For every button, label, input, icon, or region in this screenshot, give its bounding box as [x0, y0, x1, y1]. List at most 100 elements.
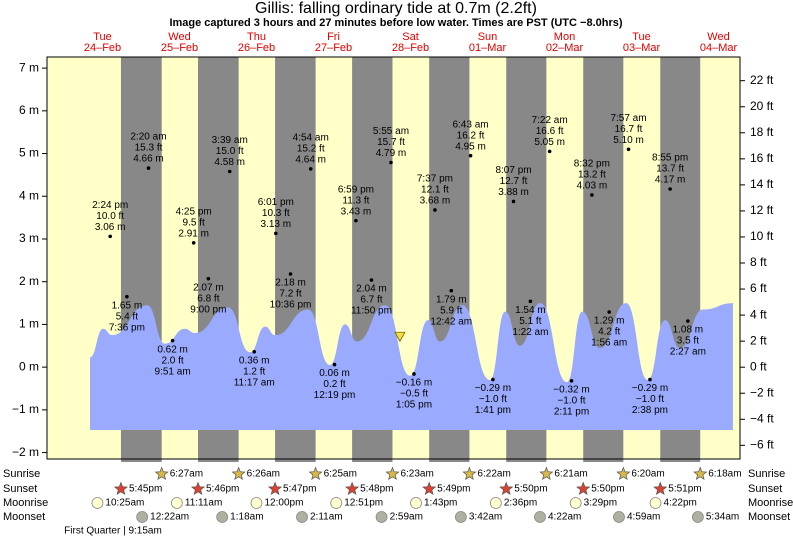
tide-height-m: 3.43 m [341, 206, 372, 217]
tide-dot [648, 377, 652, 382]
tide-height-m: −0.29 m [475, 383, 511, 394]
sunset-time: 5:49pm [437, 484, 470, 495]
sunrise-icon [308, 466, 323, 481]
tide-time: 2:38 pm [632, 405, 668, 416]
tide-height-ft: −1.0 ft [636, 394, 664, 405]
y-tick-label: 2 m [19, 274, 39, 288]
tide-height-ft: 12.7 ft [500, 176, 528, 187]
tide-height-m: −0.29 m [632, 383, 668, 394]
tide-time: 6:43 am [452, 119, 488, 130]
sunset-icon [499, 481, 514, 496]
moonrise-time: 12:00pm [265, 498, 304, 509]
moonset-icon [534, 511, 546, 523]
tide-height-ft: 13.7 ft [656, 164, 684, 175]
tide-dot [288, 272, 293, 276]
tide-time: 12:42 am [430, 316, 472, 327]
tide-dot [146, 166, 151, 170]
tide-dot [491, 377, 495, 382]
sunset-icon [422, 481, 437, 496]
tide-height-m: 4.17 m [655, 175, 686, 186]
sunrise-icon [154, 466, 169, 481]
tide-dot [170, 338, 175, 343]
tide-dot [332, 362, 337, 367]
moonset-time: 2:11am [310, 512, 343, 523]
y2-tick-label: 0 ft [750, 359, 767, 373]
tide-height-m: 2.07 m [193, 282, 224, 293]
row-label-right: Moonset [748, 511, 790, 523]
tide-time: 2:20 am [130, 132, 166, 143]
moonset-time: 4:59am [627, 512, 660, 523]
day-date: 27‒Feb [315, 42, 352, 54]
tide-height-ft: 15.2 ft [297, 144, 325, 155]
y-tick-label: 1 m [19, 317, 39, 331]
tide-height-m: 2.04 m [356, 284, 387, 295]
day-date: 03‒Mar [623, 42, 661, 54]
sunrise-icon [385, 466, 400, 481]
sunrise-icon [693, 466, 708, 481]
sunrise-time: 6:23am [400, 469, 433, 480]
day-weekday: Mon [554, 31, 575, 43]
tide-dot [252, 349, 257, 354]
sunrise-time: 6:18am [708, 469, 741, 480]
tide-dot [191, 241, 196, 245]
sunset-icon [576, 481, 591, 496]
day-date: 28‒Feb [392, 42, 429, 54]
tide-height-m: −0.16 m [396, 378, 432, 389]
sunrise-icon [462, 466, 477, 481]
tide-height-ft: −0.5 ft [400, 389, 428, 400]
tide-height-ft: 9.5 ft [183, 217, 205, 228]
day-date: 04‒Mar [700, 42, 738, 54]
y2-tick-label: 8 ft [750, 255, 767, 269]
moonrise-icon [489, 497, 502, 509]
tide-height-ft: 0.2 ft [323, 379, 345, 390]
y-tick-label: 0 m [19, 359, 39, 373]
y2-tick-label: 12 ft [750, 203, 774, 217]
moonrise-time: 4:22pm [664, 498, 697, 509]
day-weekday: Tue [93, 31, 112, 43]
sunset-time: 5:47pm [283, 484, 316, 495]
y2-tick-label: −4 ft [750, 411, 774, 425]
tide-height-ft: 11.3 ft [342, 195, 369, 206]
tide-dot [354, 218, 358, 223]
day-date: 26‒Feb [238, 42, 275, 54]
y-tick-label: 7 m [19, 60, 39, 74]
tide-height-m: 5.05 m [534, 137, 565, 148]
tide-time: 10:36 pm [270, 300, 312, 311]
tide-height-m: 0.62 m [157, 344, 188, 355]
moonrise-icon [170, 497, 183, 509]
sunrise-icon [539, 466, 554, 481]
moonset-time: 12:22am [150, 512, 189, 523]
row-label-right: Sunset [748, 483, 782, 495]
tide-dot [449, 288, 454, 293]
tide-height-m: 0.36 m [239, 355, 270, 366]
day-date: 25‒Feb [161, 42, 198, 54]
tide-time: 11:17 am [234, 377, 275, 388]
tide-time: 3:39 am [212, 135, 248, 146]
y2-tick-label: 20 ft [750, 99, 774, 113]
moonset-time: 2:59am [390, 512, 423, 523]
tide-dot [511, 199, 516, 204]
tide-time: 2:27 am [670, 347, 706, 358]
day-weekday: Tue [632, 31, 651, 43]
tide-dot [433, 208, 437, 212]
tide-height-ft: 1.2 ft [243, 366, 265, 377]
sunrise-time: 6:27am [170, 469, 203, 480]
y2-tick-label: −6 ft [750, 437, 774, 451]
tide-height-ft: 13.2 ft [578, 170, 606, 181]
tide-dot [569, 379, 574, 383]
tide-time: 7:22 am [532, 115, 568, 126]
moonset-time: 3:42am [469, 512, 502, 523]
tide-height-ft: 10.0 ft [96, 211, 124, 222]
sunrise-time: 6:26am [247, 469, 280, 480]
tide-height-ft: 12.1 ft [421, 185, 449, 196]
tide-height-m: 1.54 m [515, 305, 546, 316]
row-label-left: Moonset [3, 511, 45, 523]
tide-height-ft: 15.7 ft [377, 137, 405, 148]
y2-tick-label: 16 ft [750, 151, 774, 165]
tide-height-m: 3.68 m [420, 196, 451, 207]
tide-time: 9:51 am [155, 366, 191, 377]
tide-dot [274, 231, 278, 236]
tide-height-ft: 5.4 ft [116, 311, 138, 322]
tide-height-ft: 15.0 ft [216, 146, 244, 157]
